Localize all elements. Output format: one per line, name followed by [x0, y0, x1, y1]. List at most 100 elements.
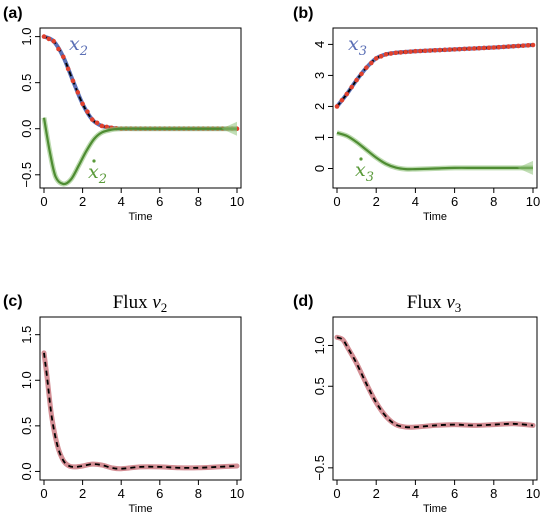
series-label-sub: 3 [366, 170, 374, 185]
data-point [61, 54, 66, 60]
y-tick-label: 0.5 [19, 74, 34, 92]
y-tick-label: −0.5 [19, 162, 34, 188]
data-point [486, 45, 492, 51]
x-tick-label: 8 [195, 194, 202, 209]
x-tick-label: 6 [156, 194, 163, 209]
x-tick-label: 0 [40, 194, 47, 209]
data-point [418, 48, 423, 54]
panel-letter: (c) [3, 293, 23, 310]
x-tick-label: 4 [118, 194, 125, 209]
data-point [46, 36, 52, 42]
plot-frame [39, 27, 242, 189]
y-tick-label: 0.0 [19, 462, 34, 480]
x-tick-label: 8 [490, 194, 497, 209]
x-tick-label: 4 [118, 486, 125, 501]
series-line-v2 [41, 350, 240, 472]
data-point [520, 43, 526, 48]
data-point [432, 48, 438, 53]
series-v3 [334, 334, 536, 430]
series-label-sub: 2 [79, 44, 88, 59]
series-dash-v2 [43, 352, 238, 470]
panel-letter: (d) [293, 293, 313, 310]
x-tick-label: 0 [40, 486, 47, 501]
data-point [354, 77, 359, 83]
series-x3dot: x3 [336, 130, 533, 185]
x-tick-label: 2 [373, 486, 380, 501]
data-point [75, 90, 81, 95]
data-point [525, 43, 531, 48]
data-point [427, 48, 433, 53]
plot-frame [39, 316, 242, 481]
series-label-sub: 3 [359, 44, 367, 59]
data-point [388, 51, 394, 56]
x-axis-title: Time [128, 211, 152, 223]
data-point [496, 44, 502, 50]
derivative-dot-icon [92, 159, 96, 163]
data-point [393, 50, 399, 56]
series-label-x3dot: x3 [355, 159, 374, 185]
data-point [369, 60, 374, 66]
series-x2dot: x2 [41, 117, 237, 187]
data-point [373, 56, 379, 61]
data-point [501, 44, 506, 50]
data-point [481, 45, 487, 51]
data-point [408, 49, 413, 54]
panel-d: (d) Flux v3 0 2 4 6 8 10 Time −0.5 0.5 1.0 [293, 292, 540, 515]
data-point [70, 78, 76, 84]
data-point [457, 46, 462, 52]
series-label-x2: x2 [69, 33, 88, 59]
x-tick-label: 10 [526, 486, 540, 501]
data-point [383, 52, 389, 57]
panel-title-text: Flux [407, 292, 447, 313]
y-tick-label: 1.0 [19, 371, 34, 389]
data-point [447, 47, 453, 52]
data-point [422, 48, 428, 54]
y-tick-label: 3 [312, 72, 327, 79]
series-label-sub: 2 [98, 172, 107, 187]
y-tick-label: 1.0 [312, 336, 327, 354]
data-point [378, 54, 384, 59]
series-label-var: x [355, 159, 366, 181]
data-point [80, 101, 85, 107]
x-tick-label: 4 [412, 194, 419, 209]
derivative-dot-icon [359, 157, 363, 161]
x-tick-label: 10 [230, 194, 244, 209]
data-point [413, 48, 418, 54]
data-point [530, 42, 536, 48]
series-line-x2dot [42, 117, 237, 186]
data-point [467, 46, 472, 51]
data-point [85, 109, 90, 114]
data-point [41, 34, 47, 39]
data-point [462, 46, 467, 52]
panel-title-var: v [152, 292, 161, 313]
plot-frame [332, 27, 538, 189]
x-tick-label: 2 [373, 194, 380, 209]
data-point [364, 65, 369, 70]
x-axis-title: Time [128, 503, 152, 515]
series-label-x2dot: x2 [88, 161, 107, 187]
data-point [65, 66, 71, 72]
data-point [339, 97, 345, 103]
data-point [452, 47, 457, 52]
data-point [334, 104, 340, 109]
y-tick-label: 4 [312, 41, 327, 48]
y-tick-label: 0.0 [19, 120, 34, 138]
x-tick-label: 8 [195, 486, 202, 501]
data-point [437, 47, 443, 53]
data-point [398, 50, 404, 55]
y-tick-label: 0.5 [312, 377, 327, 395]
data-point [442, 47, 448, 53]
data-point [56, 46, 61, 52]
series-uncertainty-x3dot [517, 160, 533, 175]
series-uncertainty-x2dot [221, 121, 237, 136]
panel-letter: (a) [3, 5, 23, 22]
y-tick-label: 1.0 [19, 28, 34, 46]
data-point [506, 44, 511, 49]
x-tick-label: 8 [490, 486, 497, 501]
series-label-var: x [88, 161, 99, 183]
data-point [491, 45, 497, 50]
series-x2: x2 [41, 33, 240, 132]
panel-title-sub: 3 [455, 300, 462, 315]
